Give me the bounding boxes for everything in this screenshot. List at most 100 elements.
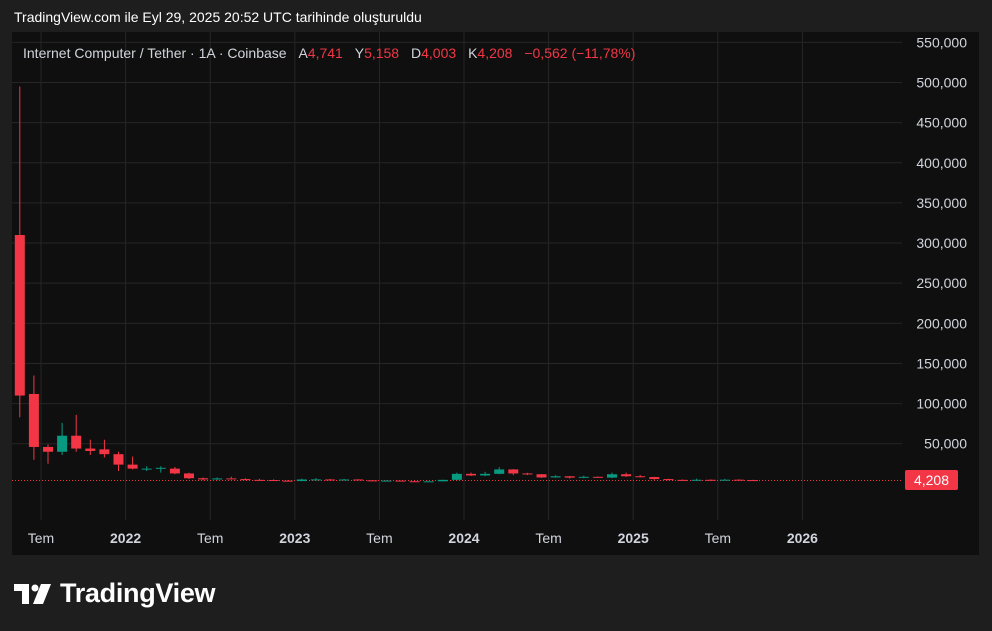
candle-body <box>43 446 53 452</box>
candle <box>451 472 462 481</box>
candle <box>550 475 561 478</box>
open-label: A <box>298 45 308 61</box>
candle-body <box>141 468 152 470</box>
candle <box>494 467 505 475</box>
candle-body <box>296 479 307 482</box>
candle <box>663 478 674 481</box>
candle-body <box>367 480 378 482</box>
x-tick-label: Tem <box>535 530 561 546</box>
candle <box>240 478 251 481</box>
candle <box>508 469 519 476</box>
candle-body <box>719 479 730 481</box>
candle <box>564 476 575 479</box>
x-tick-label: 2022 <box>110 530 141 546</box>
candle <box>691 478 702 481</box>
x-tick-label: 2023 <box>279 530 310 546</box>
candle <box>705 479 716 481</box>
candle-body <box>325 479 335 481</box>
candle <box>141 466 152 472</box>
grid-lines <box>12 32 902 520</box>
candlestick-chart[interactable]: 50,000 100,000 150,000 200,000 250,000 300,00… <box>12 32 979 555</box>
candle-body <box>198 478 209 480</box>
high-label: Y <box>354 45 365 61</box>
y-tick-label: 200,000 <box>916 315 967 331</box>
candle-body <box>282 480 293 482</box>
candle <box>381 480 392 482</box>
brand-name: TradingView <box>60 578 216 608</box>
candle <box>522 472 533 476</box>
candle <box>28 375 39 460</box>
candle-body <box>621 474 632 477</box>
candle <box>296 478 307 482</box>
candle-body <box>85 448 96 451</box>
candle <box>395 480 406 482</box>
candle-body <box>733 479 744 481</box>
symbol-name[interactable]: Internet Computer / Tether · 1A · Coinba… <box>23 45 287 61</box>
candle-body <box>649 477 660 480</box>
candle <box>367 480 378 482</box>
candle-body <box>212 478 223 480</box>
candle-body <box>240 479 251 481</box>
candle-body <box>480 473 491 476</box>
candle-body <box>14 235 25 396</box>
time-axis[interactable]: Tem 2022 Tem 2023 Tem 2024 Tem 2025 Tem 2026 <box>28 530 818 546</box>
candle <box>536 474 547 478</box>
candle <box>635 475 646 478</box>
candle-body <box>691 479 702 481</box>
candle <box>325 478 335 481</box>
candle <box>621 472 632 478</box>
candle-body <box>522 473 533 475</box>
candle-body <box>635 476 646 478</box>
candle-body <box>550 476 561 478</box>
candle <box>155 466 166 473</box>
candle-body <box>395 480 406 482</box>
candle-body <box>748 480 758 482</box>
candle-body <box>310 479 321 481</box>
candle <box>57 422 68 455</box>
candle <box>198 477 209 481</box>
candle-body <box>592 476 603 478</box>
candle-body <box>226 478 237 480</box>
candle <box>677 479 688 481</box>
close-label: K <box>468 45 478 61</box>
price-axis[interactable]: 50,000 100,000 150,000 200,000 250,000 300,00… <box>916 34 967 451</box>
y-tick-label: 50,000 <box>924 436 967 452</box>
candle <box>649 476 660 480</box>
candle-body <box>705 479 716 481</box>
candle-body <box>451 473 462 480</box>
candle-body <box>353 479 364 481</box>
candle <box>592 476 603 478</box>
candle <box>748 479 758 482</box>
candle <box>339 478 350 481</box>
candle <box>169 467 180 475</box>
open-value: 4,741 <box>307 45 343 61</box>
tradingview-logo-icon <box>14 583 51 604</box>
candle <box>423 481 434 483</box>
candle <box>282 480 293 482</box>
candle-body <box>423 481 434 483</box>
candle <box>71 414 82 452</box>
candle-body <box>677 479 688 481</box>
candle <box>212 477 223 480</box>
candle-body <box>578 476 589 478</box>
candle-body <box>607 474 617 478</box>
chart-area[interactable]: 50,000 100,000 150,000 200,000 250,000 300,00… <box>12 32 979 555</box>
last-price-badge: 4,208 <box>905 470 958 490</box>
candle <box>310 478 321 481</box>
candle <box>43 444 53 464</box>
x-tick-label: Tem <box>705 530 731 546</box>
y-tick-label: 450,000 <box>916 115 967 131</box>
candle <box>409 481 420 483</box>
candle <box>578 475 589 479</box>
candle-body <box>494 469 505 474</box>
candle <box>127 456 138 470</box>
tradingview-logo[interactable]: TradingView <box>14 578 216 609</box>
candle-body <box>663 479 674 481</box>
candle-body <box>155 467 166 469</box>
candle-body <box>409 481 420 483</box>
y-tick-label: 350,000 <box>916 195 967 211</box>
candle-body <box>437 479 448 482</box>
x-tick-label: 2024 <box>448 530 479 546</box>
y-tick-label: 250,000 <box>916 275 967 291</box>
y-tick-label: 150,000 <box>916 355 967 371</box>
